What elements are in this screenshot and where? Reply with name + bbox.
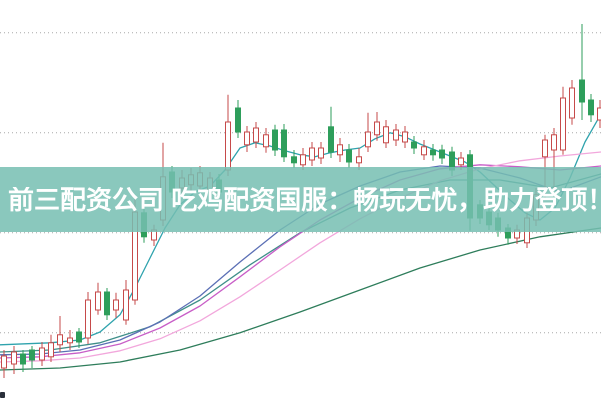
candle-up (374, 121, 380, 136)
candle-up (123, 289, 129, 321)
candle-up (356, 156, 362, 164)
candle-up (225, 121, 231, 171)
candle-up (402, 131, 408, 143)
ma-magenta-line (0, 164, 601, 359)
candle-up (337, 144, 343, 156)
candles (1, 24, 601, 378)
candle-up (383, 126, 389, 144)
candle-up (421, 146, 427, 156)
candle-up (309, 147, 315, 161)
candle-down (281, 129, 287, 158)
ma-pink-line (0, 151, 601, 363)
candle-up (113, 299, 119, 311)
candle-up (95, 291, 101, 311)
candle-up (597, 107, 601, 121)
overlay-banner: 前三配资公司 吃鸡配资国服：畅玩无忧，助力登顶！ (0, 167, 601, 232)
candle-down (346, 149, 352, 163)
candle-up (393, 129, 399, 141)
candle-down (411, 141, 417, 149)
candle-up (85, 299, 91, 339)
candle-up (365, 131, 371, 148)
clipped-glyph-mark (0, 392, 5, 398)
candle-down (579, 79, 585, 103)
candle-up (1, 355, 7, 369)
candle-down (235, 107, 241, 133)
candle-up (39, 347, 45, 361)
candle-up (253, 127, 259, 143)
candle-down (588, 99, 594, 116)
candle-up (318, 147, 324, 159)
candle-down (328, 126, 334, 153)
candle-down (291, 156, 297, 164)
candle-up (244, 131, 250, 146)
candle-up (67, 337, 73, 344)
candle-up (569, 87, 575, 119)
candle-down (76, 331, 82, 343)
candle-up (300, 154, 306, 166)
candle-up (458, 157, 464, 166)
candle-down (104, 291, 110, 316)
candle-up (57, 334, 63, 346)
candle-down (29, 349, 35, 361)
candle-down (20, 353, 26, 365)
candle-down (439, 149, 445, 159)
candle-up (551, 134, 557, 151)
candle-down (430, 149, 436, 156)
ma-green-long-line (0, 227, 601, 371)
candle-down (272, 129, 278, 151)
candle-up (560, 97, 566, 151)
candle-up (48, 342, 54, 358)
banner-title: 前三配资公司 吃鸡配资国服：畅玩无忧，助力登顶！ (8, 186, 601, 213)
candle-up (11, 351, 17, 365)
candle-up (542, 139, 548, 158)
candle-up (263, 134, 269, 148)
